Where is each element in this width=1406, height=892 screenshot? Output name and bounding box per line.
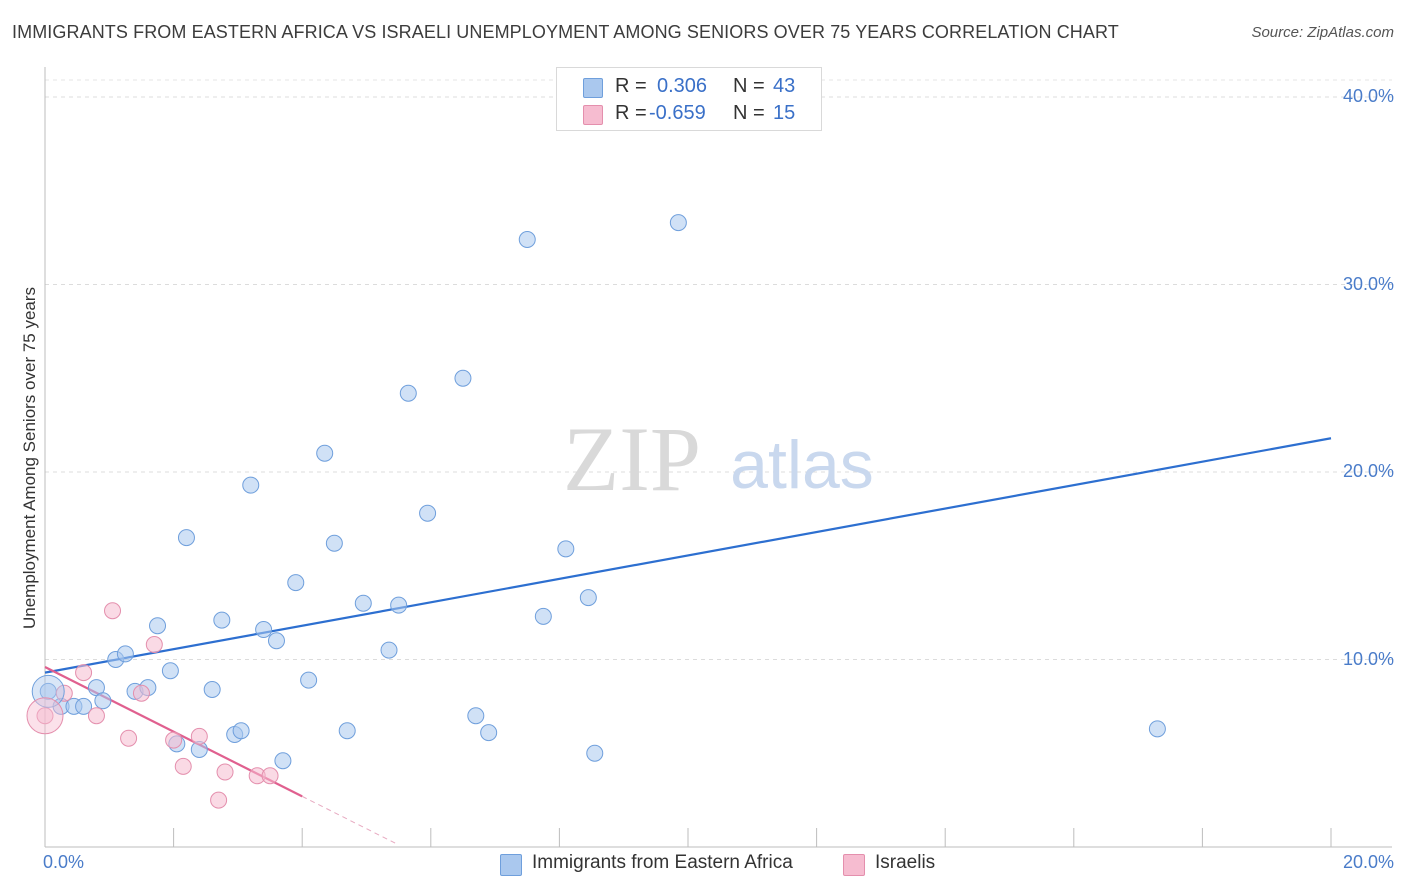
point-israelis — [174, 757, 192, 775]
point-israelis — [261, 767, 279, 785]
legend-label: Immigrants from Eastern Africa — [532, 852, 793, 873]
point-immigrants — [242, 476, 260, 494]
legend-r-value: 0.306 — [657, 75, 708, 97]
y-tick-label: 30.0% — [1342, 273, 1394, 294]
point-immigrants — [325, 534, 343, 552]
point-israelis — [216, 763, 234, 781]
point-immigrants — [454, 369, 472, 387]
legend-row-immigrants: R = 0.306 N = 43 — [557, 75, 821, 101]
data-points — [26, 214, 1166, 809]
point-israelis — [75, 664, 93, 682]
legend-n-label: N = — [733, 102, 765, 124]
point-immigrants — [534, 607, 552, 625]
point-immigrants — [316, 444, 334, 462]
point-immigrants — [116, 645, 134, 663]
point-israelis — [87, 707, 105, 725]
point-israelis — [120, 729, 138, 747]
point-israelis-cluster — [26, 697, 64, 735]
point-immigrants — [399, 384, 417, 402]
correlation-legend: R = 0.306 N = 43 R = -0.659 N = 15 — [556, 67, 822, 131]
point-immigrants — [338, 722, 356, 740]
point-immigrants — [480, 724, 498, 742]
point-israelis — [36, 707, 54, 725]
x-tick-label-min: 0.0% — [43, 852, 85, 872]
point-immigrants — [203, 681, 221, 698]
point-immigrants — [419, 504, 437, 522]
point-immigrants — [586, 744, 604, 762]
y-tick-label: 10.0% — [1342, 648, 1394, 669]
legend-swatch-blue — [500, 854, 522, 876]
watermark-atlas: atlas — [730, 427, 874, 503]
legend-label: Israelis — [875, 852, 936, 873]
point-immigrants — [177, 529, 195, 547]
point-immigrants — [380, 641, 398, 659]
point-immigrants — [390, 596, 408, 614]
watermark: ZIP atlas — [563, 408, 874, 510]
point-israelis — [190, 727, 208, 745]
source-label: Source: ZipAtlas.com — [1251, 24, 1394, 41]
legend-swatch-blue — [583, 78, 603, 98]
point-immigrants — [213, 611, 231, 629]
legend-r-value: -0.659 — [649, 102, 706, 124]
point-immigrants — [579, 589, 597, 607]
point-immigrants — [467, 707, 485, 725]
y-axis-label: Unemployment Among Seniors over 75 years — [20, 286, 39, 630]
legend-r-label: R = — [615, 102, 647, 124]
point-immigrants — [1148, 720, 1166, 738]
point-israelis — [104, 602, 122, 620]
y-tick-label: 40.0% — [1342, 86, 1394, 106]
legend-n-value: 43 — [773, 75, 796, 97]
grid-lines — [45, 79, 1392, 660]
trend-line-israelis-extension — [301, 795, 399, 846]
legend-n-label: N = — [733, 75, 765, 97]
point-israelis — [210, 791, 228, 809]
point-immigrants — [149, 617, 167, 635]
legend-n-value: 15 — [773, 102, 796, 124]
point-immigrants — [274, 752, 292, 770]
point-immigrants — [75, 697, 93, 715]
legend-r-label: R = — [615, 75, 647, 97]
legend-row-israelis: R = -0.659 N = 15 — [557, 102, 821, 128]
point-israelis — [165, 731, 183, 749]
watermark-zip: ZIP — [563, 408, 701, 510]
point-immigrants — [161, 662, 179, 680]
point-immigrants — [232, 722, 250, 740]
legend-swatch-pink — [843, 854, 865, 876]
y-tick-label: 20.0% — [1342, 461, 1394, 481]
point-immigrants — [94, 692, 112, 710]
point-immigrants-cluster — [31, 674, 65, 708]
point-israelis — [132, 684, 150, 702]
chart-title: IMMIGRANTS FROM EASTERN AFRICA VS ISRAEL… — [12, 22, 1119, 42]
point-immigrants — [267, 632, 285, 650]
point-immigrants — [287, 574, 305, 592]
point-immigrants — [300, 671, 318, 689]
point-israelis — [145, 636, 163, 653]
legend-swatch-pink — [583, 105, 603, 125]
point-immigrants — [354, 594, 372, 612]
point-immigrants — [518, 231, 536, 248]
x-tick-label-max: 20.0% — [1342, 852, 1394, 872]
point-immigrants — [669, 214, 687, 232]
point-immigrants — [557, 540, 575, 558]
point-immigrants — [255, 621, 273, 638]
